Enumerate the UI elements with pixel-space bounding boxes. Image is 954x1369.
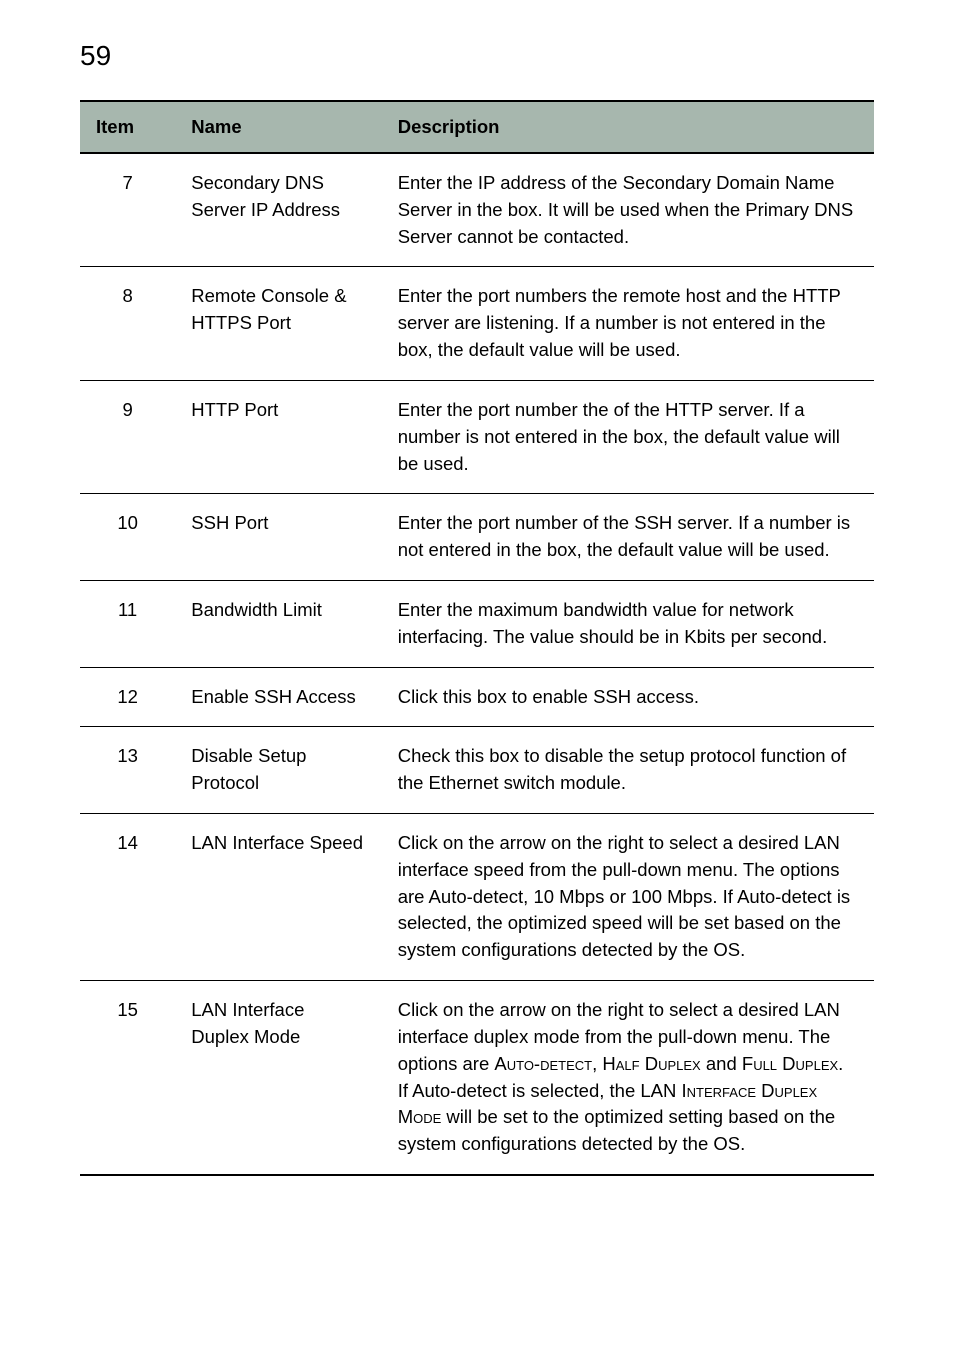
cell-name: Remote Console & HTTPS Port xyxy=(175,267,381,380)
cell-description: Click this box to enable SSH access. xyxy=(382,667,874,727)
cell-item: 13 xyxy=(80,727,175,814)
table-row: 12 Enable SSH Access Click this box to e… xyxy=(80,667,874,727)
table-body: 7 Secondary DNS Server IP Address Enter … xyxy=(80,153,874,1175)
table-row: 10 SSH Port Enter the port number of the… xyxy=(80,494,874,581)
table-row: 8 Remote Console & HTTPS Port Enter the … xyxy=(80,267,874,380)
table-row: 13 Disable Setup Protocol Check this box… xyxy=(80,727,874,814)
cell-description: Click on the arrow on the right to selec… xyxy=(382,981,874,1175)
desc-text: , xyxy=(592,1053,602,1074)
cell-name: HTTP Port xyxy=(175,380,381,493)
document-page: 59 Item Name Description 7 Secondary DNS… xyxy=(0,0,954,1369)
desc-text: and xyxy=(701,1053,742,1074)
cell-name: Enable SSH Access xyxy=(175,667,381,727)
cell-name: LAN Interface Duplex Mode xyxy=(175,981,381,1175)
cell-item: 15 xyxy=(80,981,175,1175)
cell-item: 14 xyxy=(80,814,175,981)
cell-item: 9 xyxy=(80,380,175,493)
desc-smallcaps: Half Duplex xyxy=(602,1053,700,1074)
table-row: 7 Secondary DNS Server IP Address Enter … xyxy=(80,153,874,267)
settings-table: Item Name Description 7 Secondary DNS Se… xyxy=(80,100,874,1176)
cell-description: Enter the port number of the SSH server.… xyxy=(382,494,874,581)
cell-description: Enter the IP address of the Secondary Do… xyxy=(382,153,874,267)
table-header: Item Name Description xyxy=(80,101,874,153)
cell-description: Enter the maximum bandwidth value for ne… xyxy=(382,580,874,667)
cell-description: Check this box to disable the setup prot… xyxy=(382,727,874,814)
cell-description: Click on the arrow on the right to selec… xyxy=(382,814,874,981)
table-row: 15 LAN Interface Duplex Mode Click on th… xyxy=(80,981,874,1175)
cell-description: Enter the port number the of the HTTP se… xyxy=(382,380,874,493)
cell-item: 11 xyxy=(80,580,175,667)
desc-smallcaps: Full Duplex xyxy=(742,1053,838,1074)
cell-name: Disable Setup Protocol xyxy=(175,727,381,814)
page-number: 59 xyxy=(80,40,874,72)
column-header-description: Description xyxy=(382,101,874,153)
cell-name: Bandwidth Limit xyxy=(175,580,381,667)
table-row: 14 LAN Interface Speed Click on the arro… xyxy=(80,814,874,981)
desc-text: will be set to the optimized setting bas… xyxy=(398,1106,835,1154)
cell-item: 8 xyxy=(80,267,175,380)
cell-item: 7 xyxy=(80,153,175,267)
column-header-item: Item xyxy=(80,101,175,153)
table-row: 11 Bandwidth Limit Enter the maximum ban… xyxy=(80,580,874,667)
cell-description: Enter the port numbers the remote host a… xyxy=(382,267,874,380)
cell-name: LAN Interface Speed xyxy=(175,814,381,981)
cell-item: 12 xyxy=(80,667,175,727)
column-header-name: Name xyxy=(175,101,381,153)
desc-smallcaps: Auto-detect xyxy=(494,1053,592,1074)
cell-item: 10 xyxy=(80,494,175,581)
cell-name: Secondary DNS Server IP Address xyxy=(175,153,381,267)
cell-name: SSH Port xyxy=(175,494,381,581)
table-row: 9 HTTP Port Enter the port number the of… xyxy=(80,380,874,493)
